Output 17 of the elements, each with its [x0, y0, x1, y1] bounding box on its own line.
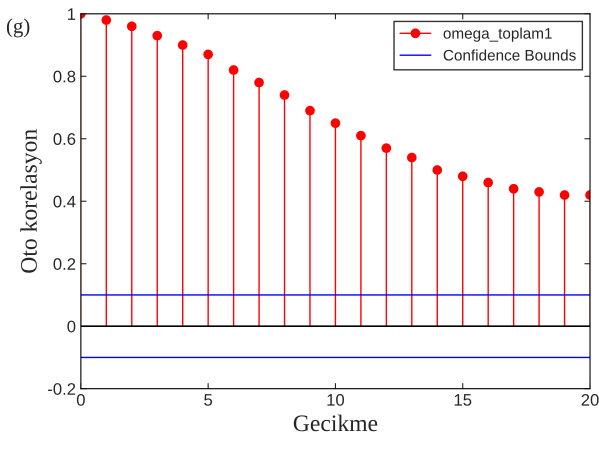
x-tick-label: 15 [454, 394, 472, 406]
y-axis-title: Oto korelasyon [20, 129, 42, 273]
y-tick-label: 0.2 [53, 258, 76, 270]
y-tick-label: 0.4 [53, 196, 76, 208]
legend-label: Confidence Bounds [444, 49, 576, 61]
y-tick-label: 1 [68, 8, 76, 20]
y-tick-label: -0.2 [48, 383, 76, 395]
y-tick-label: 0.8 [53, 70, 76, 82]
y-tick-label: 0 [67, 320, 76, 332]
x-tick-label: 20 [582, 394, 599, 406]
x-tick-label: 0 [76, 394, 85, 406]
x-tick-label: 5 [204, 394, 212, 406]
text: (g) [6, 18, 30, 38]
y-tick-label: 0.6 [53, 133, 76, 145]
legend-label: omega_toplam1 [444, 28, 552, 42]
x-tick-label: 10 [327, 394, 344, 406]
x-axis-title: Gecikme [294, 414, 378, 432]
